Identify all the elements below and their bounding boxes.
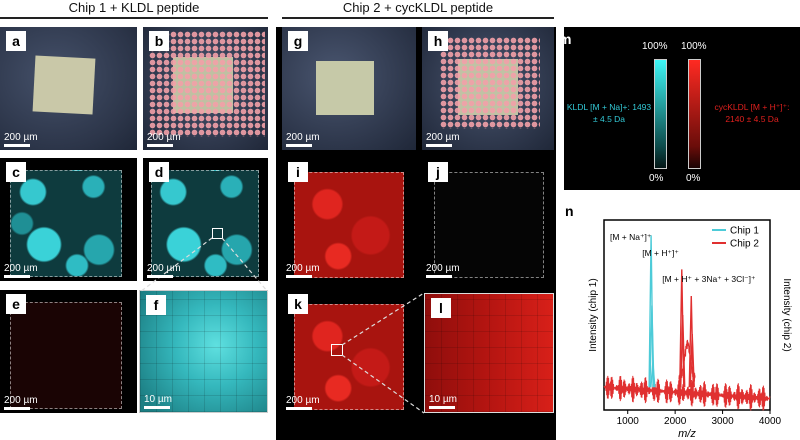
scale-bar: 10 µm [429, 394, 457, 409]
legend-label: Chip 2 [730, 239, 759, 250]
zoom-box [212, 228, 223, 239]
x-tick-label: 3000 [711, 416, 734, 427]
panel-label: n [565, 203, 574, 219]
y-axis-label-right: Intensity (chip 2) [781, 278, 792, 351]
panel-label: g [288, 31, 308, 51]
panel-label: m [559, 31, 572, 47]
panel-label: a [6, 31, 26, 51]
scale-bar: 200 µm [426, 132, 460, 147]
colorbar-bottom-label: 0% [649, 173, 664, 184]
red-colorbar [688, 59, 701, 169]
scale-bar: 200 µm [4, 263, 38, 278]
header-chip1: Chip 1 + KLDL peptide [68, 0, 200, 15]
panel-d: d 200 µm [143, 158, 268, 281]
red-map [294, 172, 404, 278]
chip-square [316, 61, 374, 115]
panel-label: i [288, 162, 308, 182]
scale-bar: 200 µm [147, 263, 181, 278]
x-tick-label: 1000 [617, 416, 640, 427]
panel-g: g 200 µm [282, 27, 416, 150]
chip2-envelope [678, 339, 696, 382]
chip1-peak [650, 362, 656, 388]
y-axis-label-left: Intensity (chip 1) [588, 278, 599, 351]
header-line-left [0, 17, 268, 19]
panel-h: h 200 µm [422, 27, 554, 150]
colorbar-top-label: 100% [642, 41, 668, 52]
colorbar-top-label: 100% [681, 41, 707, 52]
cyan-colorbar [654, 59, 667, 169]
panel-label: l [431, 298, 451, 318]
panel-e: e 200 µm [0, 290, 137, 413]
panel-j: j 200 µm [422, 158, 554, 281]
red-map-empty [10, 302, 122, 409]
panel-l: l 10 µm [424, 293, 554, 413]
cyan-map-empty [434, 172, 544, 278]
plot-frame [603, 219, 771, 411]
panel-label: k [288, 294, 308, 314]
panel-i: i 200 µm [282, 158, 416, 281]
peak-annotation: [M + H⁺ + 3Na⁺ + 3Cl⁻]⁺ [662, 274, 756, 284]
scale-bar: 200 µm [4, 395, 38, 410]
panel-label: e [6, 294, 26, 314]
chip2-peak [689, 333, 695, 388]
scale-bar: 200 µm [426, 263, 460, 278]
chip2-baseline [603, 375, 771, 411]
scale-bar: 10 µm [144, 394, 172, 409]
x-tick-label: 2000 [664, 416, 687, 427]
panel-k: k 200 µm [282, 290, 416, 413]
panel-label: f [146, 295, 166, 315]
peak-annotation: [M + Na⁺]⁺ [610, 232, 652, 242]
chip1-peak [649, 305, 655, 388]
scale-bar: 200 µm [4, 132, 38, 147]
panel-label: j [428, 162, 448, 182]
x-tick-label: 4000 [759, 416, 782, 427]
panel-b: b 200 µm [143, 27, 268, 150]
cyan-colorbar-label: KLDL [M + Na]+: 1493 ± 4.5 Da [566, 102, 652, 124]
colorbar-bottom-label: 0% [686, 173, 701, 184]
zoom-box [331, 344, 343, 356]
scale-bar: 200 µm [147, 132, 181, 147]
panel-label: h [428, 31, 448, 51]
panel-label: c [6, 162, 26, 182]
panel-c: c 200 µm [0, 158, 137, 281]
red-colorbar-label: cycKLDL [M + H⁺]⁺: 2140 ± 4.5 Da [714, 102, 790, 124]
cyan-map [10, 170, 122, 277]
red-map [294, 304, 404, 410]
x-axis-label: m/z [678, 428, 696, 440]
panel-m: m 100% 100% 0% 0% KLDL [M + Na]+: 1493 ±… [559, 27, 800, 190]
legend-label: Chip 1 [730, 226, 759, 237]
peak-annotation: [M + H⁺]⁺ [642, 248, 679, 258]
scale-bar: 200 µm [286, 395, 320, 410]
panel-f: f 10 µm [139, 290, 268, 413]
sampling-grid [440, 37, 540, 129]
panel-a: a 200 µm [0, 27, 137, 150]
spectrum-chart: 1000 2000 3000 4000 m/z Intensity (chip 1) Int… [588, 219, 792, 440]
scale-bar: 200 µm [286, 263, 320, 278]
scale-bar: 200 µm [286, 132, 320, 147]
header-line-right [282, 17, 554, 19]
cyan-map [151, 170, 259, 277]
header-chip2: Chip 2 + cycKLDL peptide [342, 0, 494, 15]
panel-label: d [149, 162, 169, 182]
panel-label: b [149, 31, 169, 51]
